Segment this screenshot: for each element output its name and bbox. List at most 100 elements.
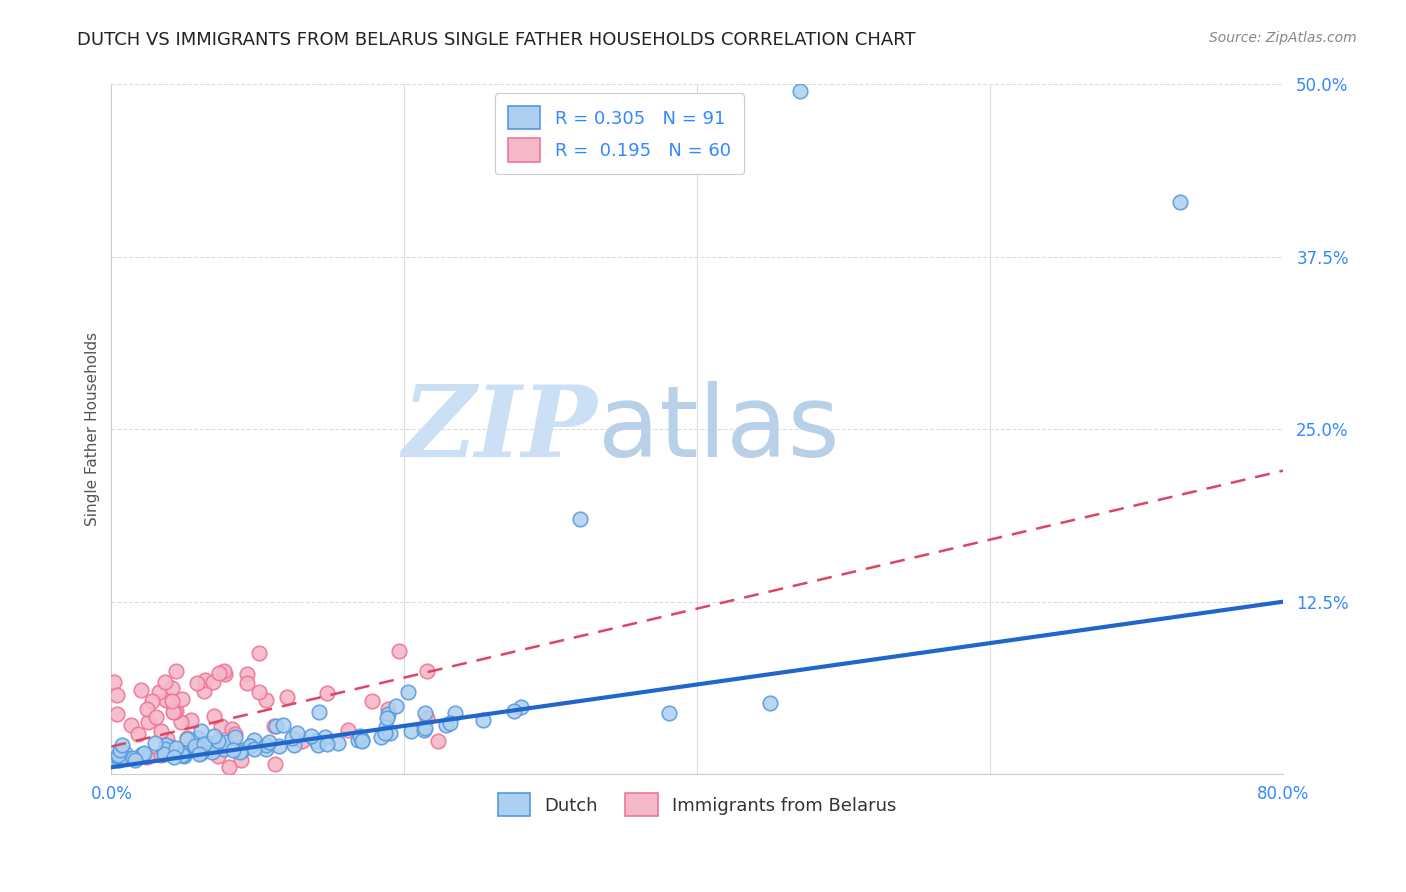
Point (155, 674, 177, 689)
Point (361, 694, 384, 708)
Point (254, 693, 277, 707)
Point (172, 748, 194, 763)
Point (207, 748, 229, 763)
Text: DUTCH VS IMMIGRANTS FROM BELARUS SINGLE FATHER HOUSEHOLDS CORRELATION CHART: DUTCH VS IMMIGRANTS FROM BELARUS SINGLE … (77, 31, 915, 49)
Point (377, 706, 399, 721)
Point (281, 731, 304, 745)
Point (315, 686, 337, 700)
Point (176, 731, 198, 746)
Point (416, 665, 439, 679)
Point (202, 729, 225, 743)
Point (132, 746, 155, 760)
Point (124, 753, 146, 767)
Point (759, 696, 782, 710)
Point (314, 731, 336, 745)
Point (193, 684, 215, 698)
Point (247, 685, 270, 699)
Point (207, 734, 229, 748)
Point (108, 743, 131, 757)
Point (160, 694, 183, 708)
Text: ZIP: ZIP (402, 381, 598, 477)
Y-axis label: Single Father Households: Single Father Households (86, 332, 100, 526)
Point (212, 664, 235, 678)
Point (349, 729, 371, 743)
Point (231, 743, 253, 757)
Point (789, 84, 811, 98)
Point (239, 739, 262, 753)
Text: atlas: atlas (598, 381, 839, 478)
Point (222, 743, 245, 757)
Legend: Dutch, Immigrants from Belarus: Dutch, Immigrants from Belarus (491, 786, 904, 823)
Point (243, 733, 266, 747)
Point (212, 742, 235, 756)
Point (377, 702, 399, 716)
Point (105, 688, 128, 702)
Point (136, 750, 159, 764)
Point (172, 747, 194, 762)
Point (416, 711, 439, 725)
Point (247, 646, 270, 660)
Point (328, 736, 350, 750)
Point (375, 710, 398, 724)
Point (378, 726, 401, 740)
Point (201, 745, 224, 759)
Point (135, 702, 157, 716)
Point (107, 747, 129, 762)
Point (156, 745, 179, 759)
Point (307, 738, 329, 752)
Point (264, 756, 287, 771)
Point (243, 742, 266, 756)
Point (412, 723, 434, 738)
Point (174, 742, 197, 756)
Point (413, 722, 436, 736)
Point (143, 736, 166, 750)
Point (285, 725, 308, 739)
Point (165, 741, 187, 756)
Point (155, 731, 177, 746)
Point (155, 693, 177, 707)
Point (188, 740, 211, 755)
Point (276, 690, 298, 705)
Point (170, 714, 193, 729)
Point (152, 747, 174, 761)
Point (388, 643, 411, 657)
Point (305, 734, 328, 748)
Point (190, 746, 212, 760)
Point (108, 749, 131, 764)
Point (370, 730, 392, 744)
Point (385, 699, 408, 714)
Point (187, 747, 209, 761)
Point (112, 749, 135, 764)
Point (145, 710, 167, 724)
Point (350, 733, 373, 747)
Point (299, 729, 322, 743)
Point (413, 706, 436, 721)
Point (112, 751, 135, 765)
Point (444, 706, 467, 720)
Point (197, 736, 219, 750)
Point (138, 714, 160, 729)
Point (257, 734, 280, 748)
Point (127, 727, 149, 741)
Point (283, 738, 305, 752)
Point (202, 709, 225, 723)
Point (229, 745, 252, 759)
Point (114, 746, 136, 760)
Point (254, 738, 277, 752)
Point (569, 512, 592, 526)
Point (162, 706, 184, 720)
Point (658, 706, 681, 720)
Point (180, 713, 202, 727)
Point (264, 719, 287, 733)
Point (108, 749, 131, 764)
Point (202, 675, 225, 690)
Point (122, 750, 145, 764)
Point (208, 665, 231, 680)
Point (188, 741, 211, 756)
Point (375, 720, 398, 734)
Point (336, 723, 359, 737)
Point (224, 730, 246, 744)
Point (229, 753, 252, 767)
Point (165, 664, 187, 678)
Point (374, 726, 396, 740)
